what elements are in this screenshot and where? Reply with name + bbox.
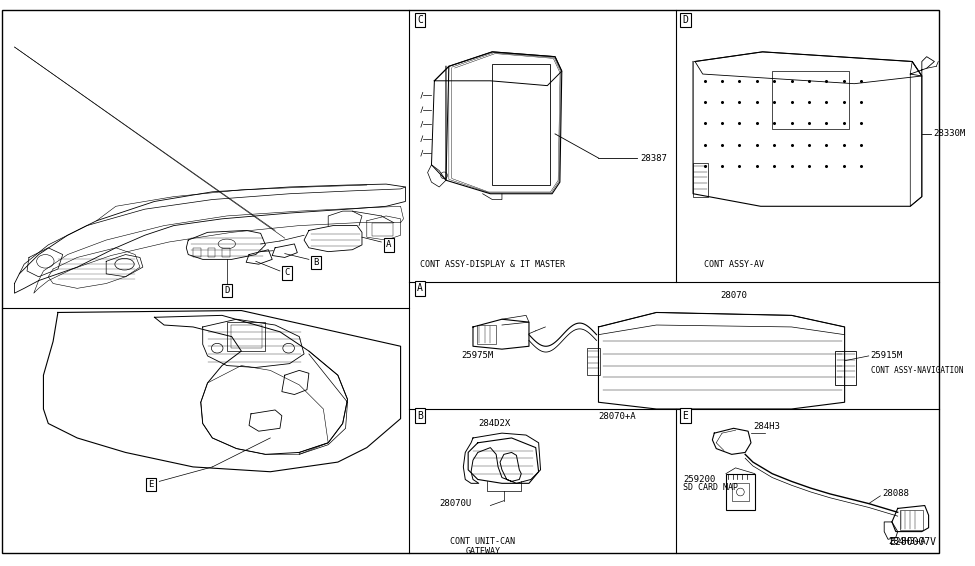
Bar <box>477 325 496 344</box>
Bar <box>193 248 201 258</box>
Text: 259200: 259200 <box>683 475 716 483</box>
Text: E: E <box>148 480 153 489</box>
Text: 284H3+A: 284H3+A <box>888 537 925 546</box>
Text: CONT ASSY-DISPLAY & IT MASTER: CONT ASSY-DISPLAY & IT MASTER <box>420 260 565 269</box>
Text: A: A <box>386 241 392 250</box>
Text: 28387: 28387 <box>640 153 667 162</box>
Bar <box>222 248 230 258</box>
Bar <box>900 511 922 530</box>
Text: GATEWAY: GATEWAY <box>465 547 500 556</box>
Text: 28070U: 28070U <box>439 499 472 508</box>
Text: 28070: 28070 <box>721 291 747 300</box>
Text: B: B <box>417 411 423 421</box>
Bar <box>731 483 749 501</box>
Bar <box>726 474 755 511</box>
Bar <box>772 71 849 129</box>
Text: SD CARD MAP: SD CARD MAP <box>683 483 738 492</box>
Text: 28330M: 28330M <box>933 130 965 139</box>
Bar <box>492 65 550 185</box>
Text: C: C <box>284 268 290 277</box>
Text: 284H3: 284H3 <box>753 422 780 431</box>
Text: 28088: 28088 <box>882 490 909 499</box>
Bar <box>835 351 856 385</box>
Bar <box>371 222 393 236</box>
Text: D: D <box>682 15 688 25</box>
Text: E280007V: E280007V <box>889 537 936 547</box>
Text: 28070+A: 28070+A <box>599 412 636 421</box>
Bar <box>693 163 708 196</box>
Text: 25975M: 25975M <box>461 351 493 360</box>
Bar <box>587 348 601 375</box>
Text: B: B <box>313 258 318 267</box>
Text: C: C <box>417 15 423 25</box>
Bar <box>231 325 261 348</box>
Text: E: E <box>682 411 688 421</box>
Text: 284D2X: 284D2X <box>478 419 510 428</box>
Text: CONT UNIT-CAN: CONT UNIT-CAN <box>450 537 515 546</box>
Text: 25915M: 25915M <box>871 351 903 361</box>
Bar <box>227 322 265 351</box>
Text: CONT ASSY-AV: CONT ASSY-AV <box>704 260 763 269</box>
Text: CONT ASSY-NAVIGATION: CONT ASSY-NAVIGATION <box>871 366 963 375</box>
Text: D: D <box>224 286 229 295</box>
Text: A: A <box>417 284 423 293</box>
Bar <box>208 248 215 258</box>
